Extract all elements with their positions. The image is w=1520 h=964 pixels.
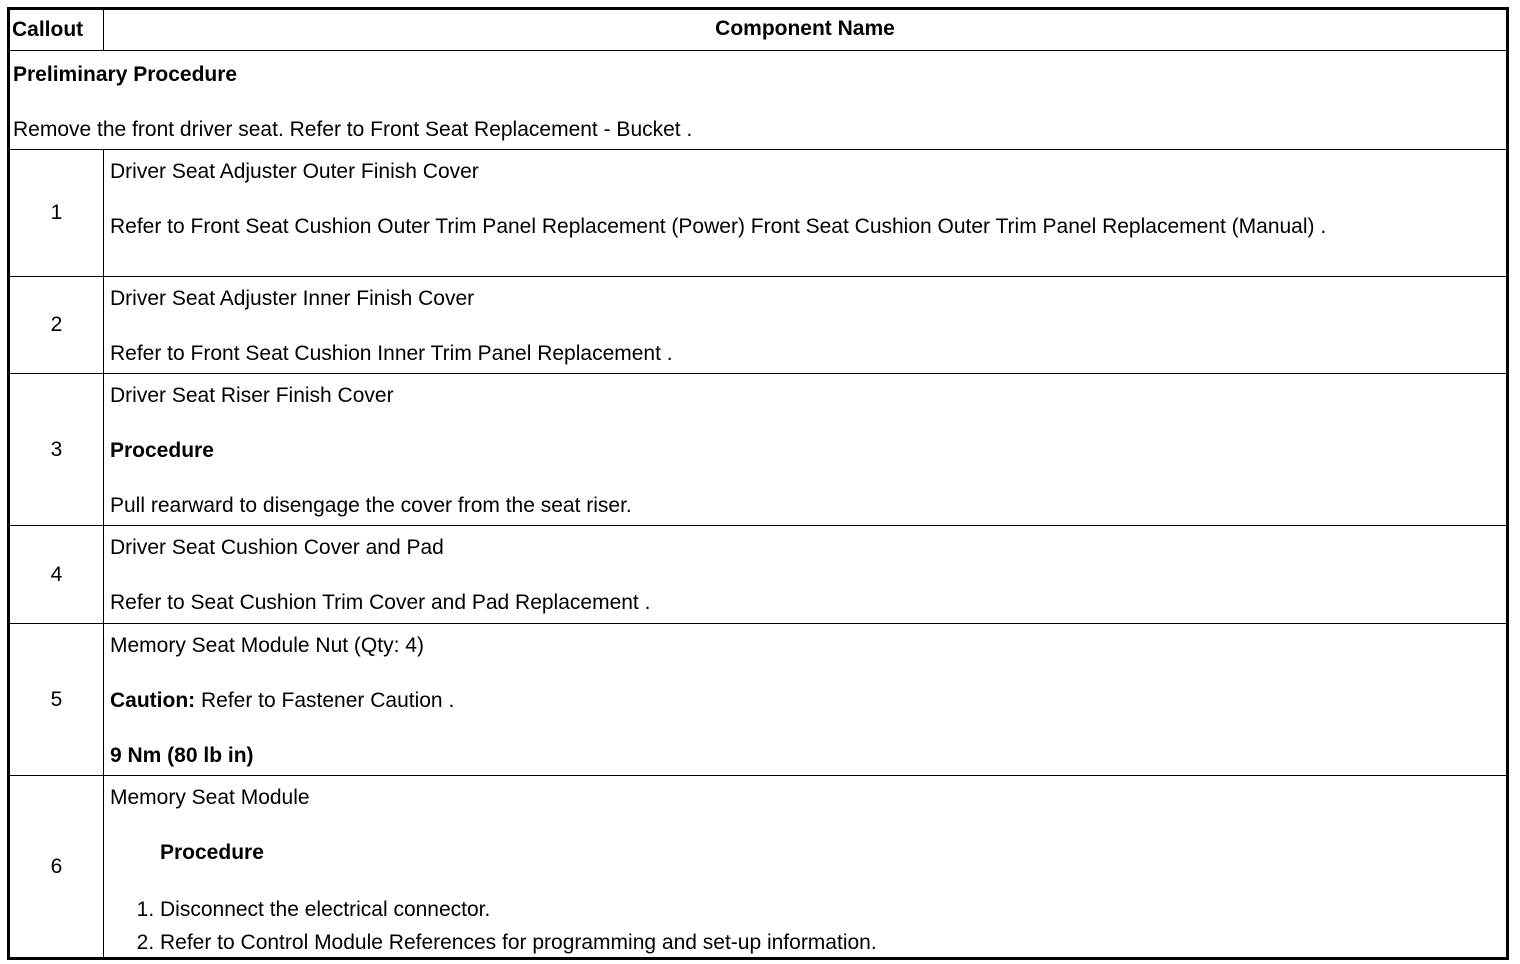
procedure-steps: Disconnect the electrical connector. Ref… <box>110 893 1500 959</box>
table-header-row: Callout Component Name <box>10 10 1506 50</box>
component-name: Memory Seat Module <box>110 786 310 809</box>
table-row: 4 Driver Seat Cushion Cover and Pad Refe… <box>10 525 1506 623</box>
callout-number: 3 <box>10 374 104 525</box>
preliminary-row: Preliminary Procedure Remove the front d… <box>10 50 1506 149</box>
callout-number: 1 <box>10 150 104 276</box>
component-name: Memory Seat Module Nut (Qty: 4) <box>110 634 424 657</box>
callout-number: 6 <box>10 776 104 957</box>
component-name: Driver Seat Riser Finish Cover <box>110 384 394 407</box>
component-name-header: Component Name <box>715 17 895 40</box>
callout-number: 5 <box>10 624 104 775</box>
procedure-label: Procedure <box>160 841 264 864</box>
procedure-label: Procedure <box>110 439 214 462</box>
preliminary-title: Preliminary Procedure <box>13 63 238 86</box>
table-row: 2 Driver Seat Adjuster Inner Finish Cove… <box>10 276 1506 373</box>
component-name: Driver Seat Adjuster Inner Finish Cover <box>110 287 475 310</box>
procedure-step: Disconnect the electrical connector. <box>160 893 1500 926</box>
table-row: 1 Driver Seat Adjuster Outer Finish Cove… <box>10 149 1506 276</box>
table-row: 5 Memory Seat Module Nut (Qty: 4) Cautio… <box>10 623 1506 775</box>
preliminary-text: Remove the front driver seat. Refer to F… <box>13 118 693 141</box>
component-table: Callout Component Name Preliminary Proce… <box>7 7 1509 960</box>
procedure-step: Refer to Control Module References for p… <box>160 926 1500 959</box>
torque-spec: 9 Nm (80 lb in) <box>110 744 254 767</box>
component-name: Driver Seat Adjuster Outer Finish Cover <box>110 160 479 183</box>
component-name: Driver Seat Cushion Cover and Pad <box>110 536 444 559</box>
callout-number: 4 <box>10 526 104 623</box>
callout-header: Callout <box>10 10 104 50</box>
procedure-text: Pull rearward to disengage the cover fro… <box>110 494 632 517</box>
table-row: 3 Driver Seat Riser Finish Cover Procedu… <box>10 373 1506 525</box>
caution-label: Caution: <box>110 689 196 712</box>
component-reference: Refer to Front Seat Cushion Outer Trim P… <box>110 215 1327 238</box>
component-reference: Refer to Front Seat Cushion Inner Trim P… <box>110 342 673 365</box>
component-reference: Refer to Seat Cushion Trim Cover and Pad… <box>110 591 651 614</box>
caution-text: Refer to Fastener Caution . <box>195 689 455 712</box>
table-row: 6 Memory Seat Module Procedure Disconnec… <box>10 775 1506 957</box>
callout-number: 2 <box>10 277 104 373</box>
